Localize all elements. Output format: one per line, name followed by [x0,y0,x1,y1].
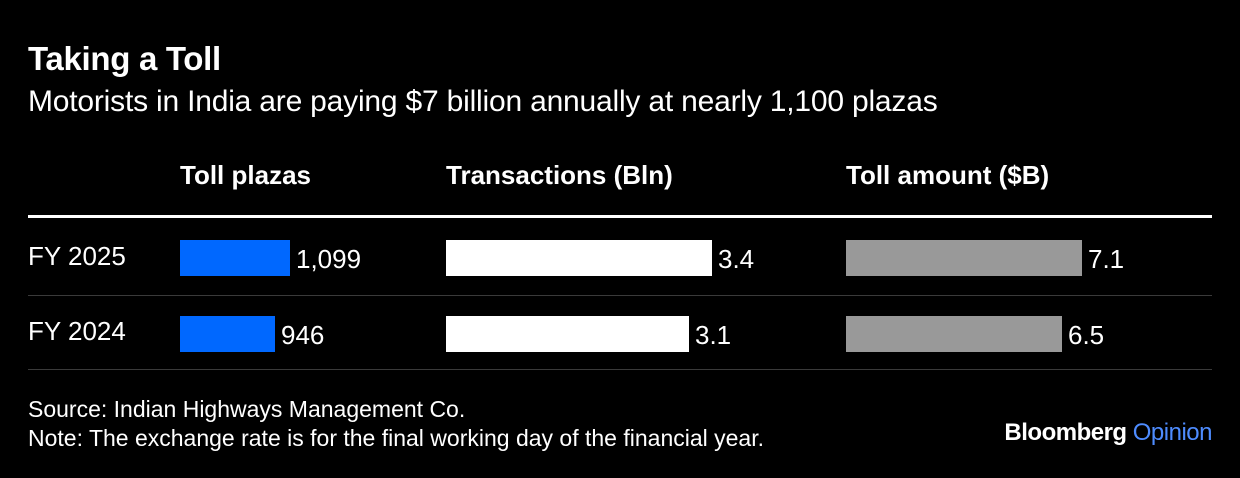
row-label: FY 2025 [28,241,126,271]
bar-value-label: 1,099 [296,244,362,274]
header-rule [28,215,1212,218]
bar [446,316,689,352]
bar-value-label: 3.4 [718,244,755,274]
column-header: Toll amount ($B) [846,160,1050,190]
bloomberg-opinion-logo: Bloomberg Opinion [1004,419,1212,447]
brand-section: Opinion [1132,419,1213,446]
column-header: Toll plazas [180,160,311,190]
exchange-rate-note: Note: The exchange rate is for the final… [28,425,764,451]
bar-value-label: 7.1 [1088,244,1125,274]
brand-name: Bloomberg [1004,419,1127,446]
bar-value-label: 6.5 [1068,320,1105,350]
bar-value-label: 3.1 [695,320,732,350]
bar [180,316,275,352]
row-divider [28,369,1212,370]
bar [446,240,712,276]
bar [846,316,1062,352]
row-divider [28,295,1212,296]
bar [846,240,1082,276]
column-header: Transactions (Bln) [446,160,673,190]
chart-title: Taking a Toll [28,40,221,77]
chart-subtitle: Motorists in India are paying $7 billion… [28,85,938,118]
bar [180,240,290,276]
bar-value-label: 946 [281,320,325,350]
source-note: Source: Indian Highways Management Co. [28,396,466,422]
row-label: FY 2024 [28,316,126,346]
